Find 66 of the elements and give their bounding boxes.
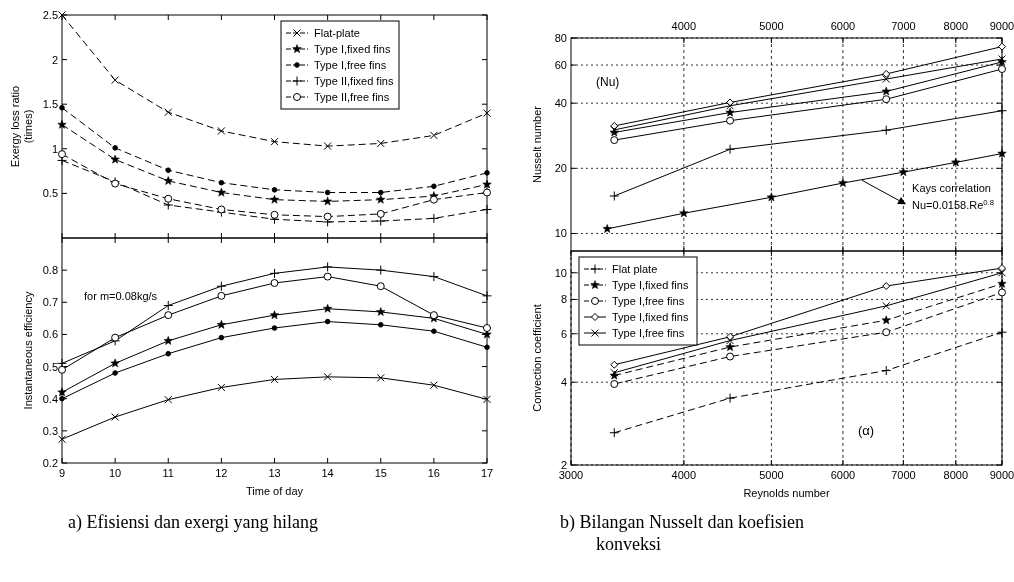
x-tick-label: 10	[109, 467, 122, 479]
y-tick-label: 0.8	[42, 264, 58, 277]
x-tick-label: 9	[58, 467, 66, 479]
x-tick-label: 12	[215, 467, 228, 479]
x-axis-title: Reynolds number	[743, 487, 830, 499]
x-tick-label: 9000	[989, 20, 1014, 32]
x-axis-title: Time of day	[245, 485, 304, 497]
x-tick-label: 5000	[759, 469, 784, 481]
y-axis-title: Instantaneous efficiency	[22, 291, 34, 410]
x-tick-label: 4000	[671, 469, 697, 481]
y-tick-label: 0.2	[42, 457, 58, 469]
y-tick-label: 40	[554, 97, 567, 110]
x-tick-label: 9000	[989, 469, 1014, 481]
y-tick-label: 0.6	[42, 328, 58, 341]
legend-label: Type II,fixed fins	[314, 75, 394, 87]
y-tick-label: 10	[554, 266, 567, 279]
y-tick-label: 80	[554, 32, 567, 44]
legend-label: Type I,fixed fins	[314, 43, 391, 55]
x-tick-label: 11	[162, 467, 174, 479]
x-tick-label: 8000	[943, 469, 969, 481]
y-tick-label: 0.7	[42, 296, 58, 309]
x-tick-label: 17	[480, 467, 494, 479]
y-tick-label: 60	[554, 59, 567, 72]
legend-label: Type I,free fins	[612, 327, 685, 339]
annotation: for m=0.08kg/s	[84, 290, 158, 302]
x-tick-label: 14	[321, 467, 334, 479]
y-tick-label: 8	[560, 293, 567, 306]
annotation: (α)	[858, 423, 875, 438]
annotation: (Nu)	[596, 75, 620, 89]
x-tick-label: 6000	[830, 469, 856, 481]
legend-label: Type I,fixed fins	[612, 311, 689, 323]
x-tick-label: 15	[374, 467, 387, 479]
y-tick-label: 0.5	[42, 187, 58, 200]
legend-label: Type I,free fins	[612, 295, 685, 307]
x-tick-label: 6000	[830, 20, 856, 32]
y-axis-title: Exergy loss ratio (times)	[9, 85, 34, 168]
x-tick-label: 3000	[558, 469, 584, 481]
y-axis-title: Convection coefficient	[531, 304, 543, 412]
y-tick-label: 1.5	[42, 98, 58, 111]
legend-label: Type II,free fins	[314, 91, 390, 103]
text: b) Bilangan Nusselt dan koefisien konveksi	[560, 512, 804, 554]
y-tick-label: 2	[560, 459, 567, 471]
y-tick-label: 0.5	[42, 360, 58, 373]
y-tick-label: 2	[51, 53, 58, 66]
y-tick-label: 0.4	[42, 392, 58, 405]
y-tick-label: 6	[560, 327, 567, 340]
legend-label: Type I,free fins	[314, 59, 387, 71]
y-tick-label: 10	[554, 227, 567, 240]
legend-label: Flat plate	[612, 263, 658, 275]
x-tick-label: 7000	[891, 20, 916, 32]
x-tick-label: 5000	[759, 20, 784, 32]
x-tick-label: 16	[427, 467, 440, 479]
y-tick-label: 1	[51, 142, 58, 155]
x-tick-label: 7000	[891, 469, 916, 481]
x-tick-label: 8000	[943, 20, 969, 32]
x-tick-label: 13	[268, 467, 281, 479]
legend-label: Flat-plate	[314, 27, 360, 39]
legend-label: Type I,fixed fins	[612, 279, 689, 291]
x-tick-label: 4000	[671, 20, 697, 32]
annotation: Kays correlation Nu=0.0158.Re$^{0.8}$	[912, 182, 995, 212]
text: a) Efisiensi dan exergi yang hilang	[68, 512, 319, 533]
y-tick-label: 2.5	[42, 9, 58, 21]
y-tick-label: 4	[560, 376, 567, 389]
y-tick-label: 0.3	[42, 424, 58, 437]
y-tick-label: 20	[554, 162, 567, 175]
y-axis-title: Nusselt number	[531, 105, 543, 184]
